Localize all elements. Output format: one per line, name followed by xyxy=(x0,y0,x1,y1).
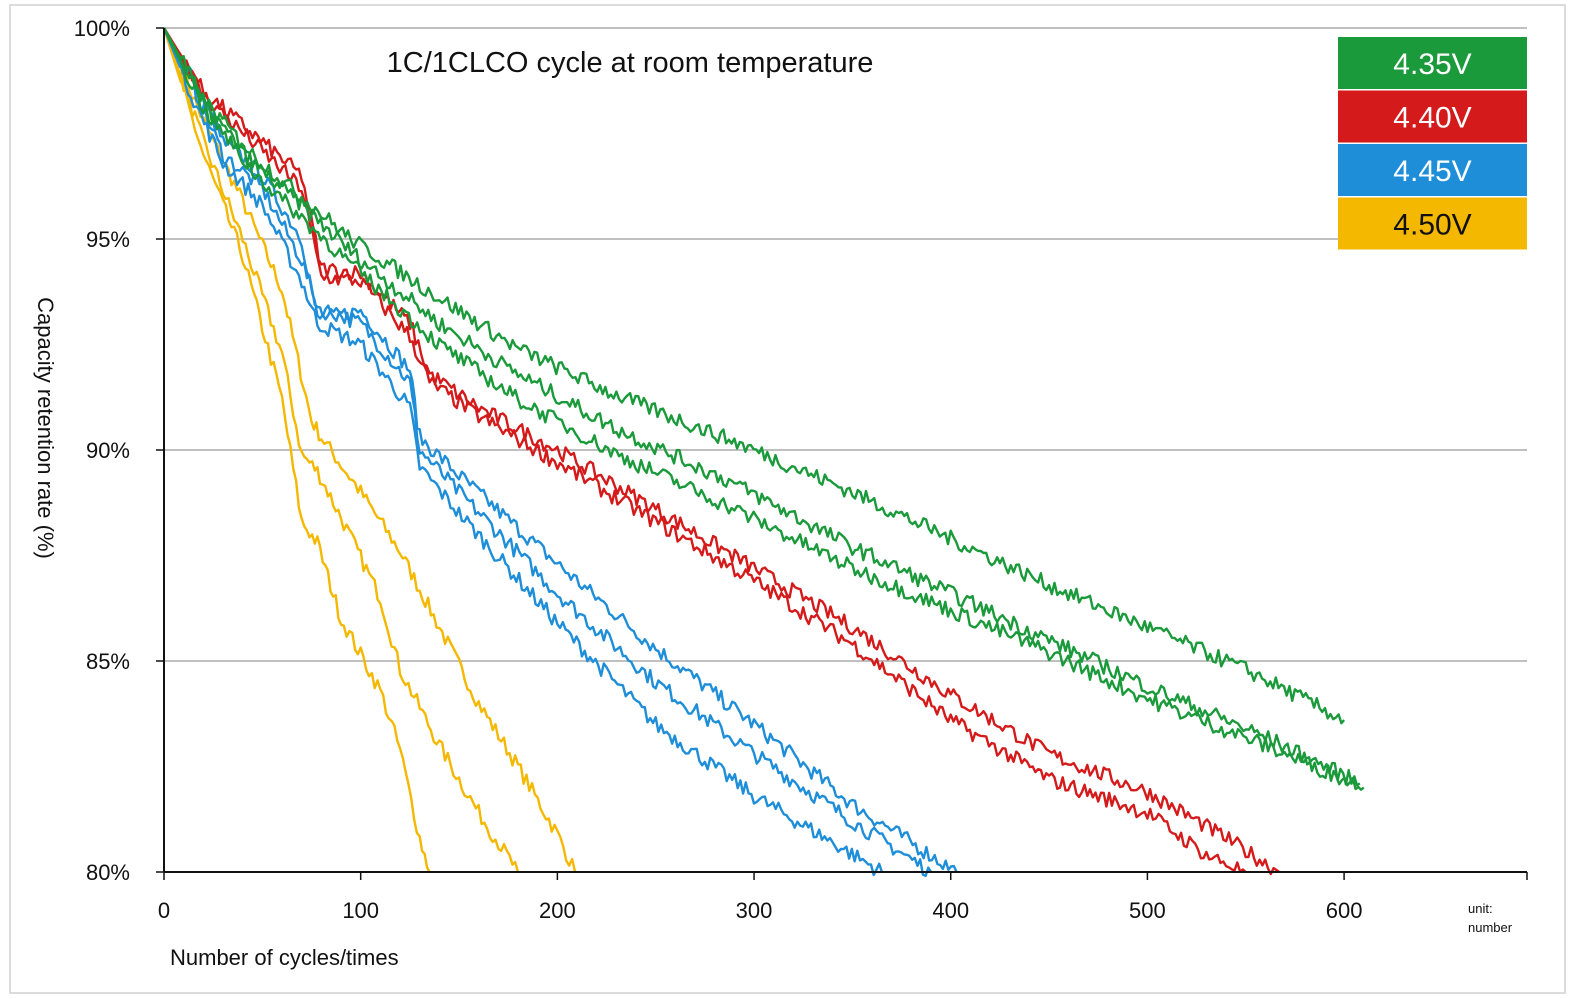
x-tick-label-3: 300 xyxy=(736,898,773,923)
series-4-50V-line-9 xyxy=(162,27,520,873)
series-4-45V-line-6 xyxy=(162,27,933,878)
legend-swatch xyxy=(1338,197,1527,250)
y-tick-label-1: 85% xyxy=(86,649,130,674)
series-4-50V-line-8 xyxy=(162,27,577,873)
series-4-35V-line-2 xyxy=(162,27,1365,791)
x-tick-label-0: 0 xyxy=(158,898,170,923)
legend: 4.35V 4.40V 4.45V 4.50V xyxy=(1338,37,1527,250)
series-4-45V-line-5 xyxy=(162,27,958,873)
legend-swatch xyxy=(1338,37,1527,89)
legend-label: 4.45V xyxy=(1393,155,1471,188)
outer-border xyxy=(9,4,1566,994)
x-unit-note-line2: number xyxy=(1468,920,1513,935)
y-axis-title: Capacity retention rate (%) xyxy=(33,297,58,559)
x-tick-label-4: 400 xyxy=(932,898,969,923)
series-4-45V-line-7 xyxy=(162,27,884,877)
x-unit-note-line1: unit: xyxy=(1468,901,1493,916)
legend-entry-4-45V: 4.45V xyxy=(1338,144,1527,196)
series-4-40V-line-3 xyxy=(162,27,1280,876)
legend-entry-4-35V: 4.35V xyxy=(1338,37,1527,89)
legend-swatch xyxy=(1338,144,1527,196)
y-tick-label-0: 80% xyxy=(86,860,130,885)
legend-swatch xyxy=(1338,90,1527,143)
x-tick-label-1: 100 xyxy=(342,898,379,923)
x-tick-label-5: 500 xyxy=(1129,898,1166,923)
x-tick-label-6: 600 xyxy=(1326,898,1363,923)
tick-labels: 80% 85% 90% 95% 100% 0 100 200 300 400 500 600 xyxy=(74,16,1528,923)
x-axis-title: Number of cycles/times xyxy=(170,945,399,970)
legend-label: 4.40V xyxy=(1393,102,1471,135)
chart-title: 1C/1CLCO cycle at room temperature xyxy=(387,47,874,79)
legend-label: 4.35V xyxy=(1393,48,1471,81)
series-4-50V-line-10 xyxy=(162,27,431,873)
legend-entry-4-40V: 4.40V xyxy=(1338,90,1527,143)
legend-label: 4.50V xyxy=(1393,209,1471,242)
legend-entry-4-50V: 4.50V xyxy=(1338,197,1527,250)
series-4-40V-line-4 xyxy=(162,27,1247,873)
series-lines xyxy=(162,27,1365,878)
y-tick-label-2: 90% xyxy=(86,438,130,463)
y-tick-label-4: 100% xyxy=(74,16,130,41)
x-tick-label-2: 200 xyxy=(539,898,576,923)
series-4-35V-line-0 xyxy=(162,27,1346,725)
y-tick-label-3: 95% xyxy=(86,227,130,252)
series-4-35V-line-1 xyxy=(162,27,1361,787)
gridlines xyxy=(164,27,1527,873)
